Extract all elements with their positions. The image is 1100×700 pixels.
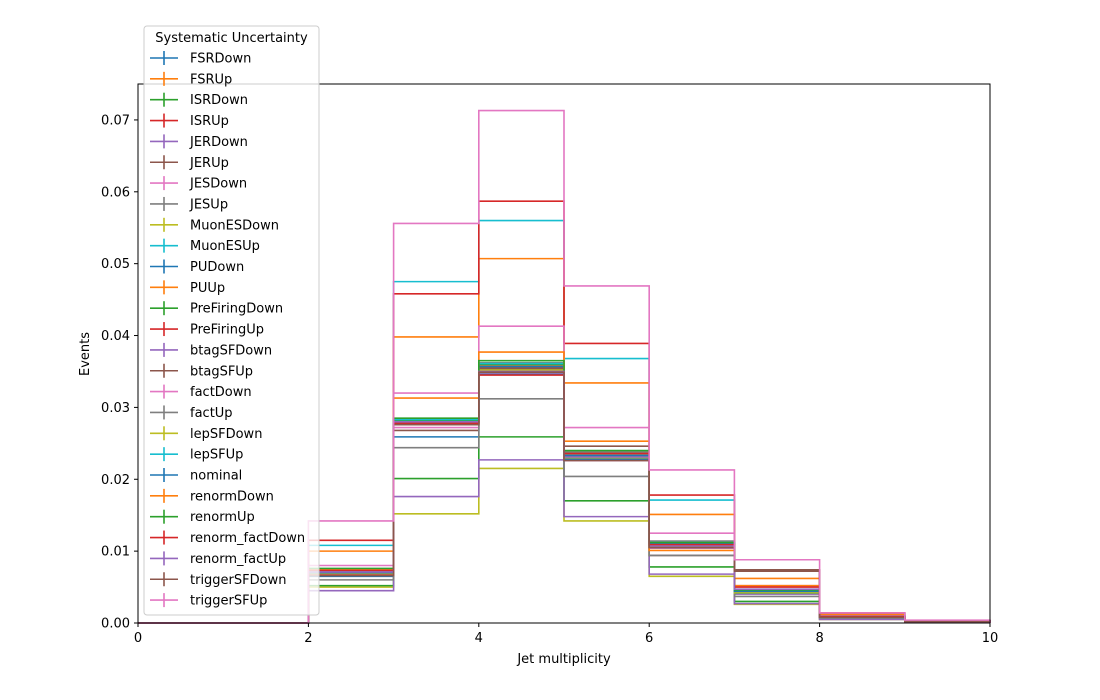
x-ticks: 0 2 4 6 8 10 xyxy=(134,623,998,646)
legend-title: Systematic Uncertainty xyxy=(155,31,308,46)
legend-entry-MuonESUp: MuonESUp xyxy=(150,238,260,254)
series-line-PUUp xyxy=(138,257,991,624)
legend-entry-ISRUp: ISRUp xyxy=(150,113,229,129)
legend-entry-renorm_factDown: renorm_factDown xyxy=(150,530,305,546)
legend-entry-renormUp: renormUp xyxy=(150,509,255,525)
y-tick-label: 0.04 xyxy=(101,329,130,344)
y-axis-label: Events xyxy=(78,332,93,376)
legend-entry-factUp: factUp xyxy=(150,405,233,421)
legend-label: ISRDown xyxy=(190,93,248,108)
legend-label: lepSFDown xyxy=(190,427,262,442)
x-tick-label: 2 xyxy=(304,631,312,646)
legend-entry-PreFiringUp: PreFiringUp xyxy=(150,322,264,338)
y-ticks: 0.00 0.01 0.02 0.03 0.04 0.05 0.06 0.07 xyxy=(101,113,138,632)
legend-label: factDown xyxy=(190,385,252,400)
x-tick-label: 10 xyxy=(982,631,999,646)
legend-entry-lepSFDown: lepSFDown xyxy=(150,426,262,442)
y-tick-label: 0.02 xyxy=(101,473,130,488)
legend-label: MuonESDown xyxy=(190,218,279,233)
legend-label: factUp xyxy=(190,406,233,421)
y-tick-label: 0.00 xyxy=(101,617,130,632)
y-tick-label: 0.06 xyxy=(101,185,130,200)
legend-entry-btagSFDown: btagSFDown xyxy=(150,342,272,358)
legend-label: JESDown xyxy=(189,177,247,192)
legend-label: lepSFUp xyxy=(190,448,243,463)
legend-entry-ISRDown: ISRDown xyxy=(150,92,248,108)
series-line-btagSFDown xyxy=(138,459,991,624)
legend-label: JESUp xyxy=(189,197,228,212)
legend: Systematic Uncertainty FSRDown FSRUp ISRDo… xyxy=(143,25,320,616)
series-line-triggerSFDown xyxy=(138,371,991,624)
legend-entry-btagSFUp: btagSFUp xyxy=(150,363,253,379)
legend-entry-JESDown: JESDown xyxy=(150,176,247,192)
y-tick-label: 0.01 xyxy=(101,545,130,560)
legend-entry-factDown: factDown xyxy=(150,384,252,400)
legend-entry-JERDown: JERDown xyxy=(150,134,248,150)
legend-label: triggerSFDown xyxy=(190,573,286,588)
x-tick-label: 4 xyxy=(475,631,483,646)
legend-label: renormDown xyxy=(190,489,274,504)
legend-entry-FSRUp: FSRUp xyxy=(150,71,232,87)
legend-entry-triggerSFUp: triggerSFUp xyxy=(150,593,267,609)
legend-entry-MuonESDown: MuonESDown xyxy=(150,217,279,233)
legend-entry-PUDown: PUDown xyxy=(150,259,244,275)
legend-label: triggerSFUp xyxy=(190,594,267,609)
legend-entry-lepSFUp: lepSFUp xyxy=(150,447,243,463)
legend-entry-JERUp: JERUp xyxy=(150,155,229,171)
legend-label: JERDown xyxy=(189,135,248,150)
legend-entry-FSRDown: FSRDown xyxy=(150,51,251,67)
legend-label: PUDown xyxy=(190,260,244,275)
legend-entry-PUUp: PUUp xyxy=(150,280,225,296)
legend-entries: FSRDown FSRUp ISRDown ISRUp JERDown JERUp JESD… xyxy=(150,51,305,609)
y-tick-label: 0.05 xyxy=(101,257,130,272)
legend-entry-renormDown: renormDown xyxy=(150,488,274,504)
series-layer xyxy=(138,109,991,624)
series-line-triggerSFUp xyxy=(138,109,991,624)
y-tick-label: 0.03 xyxy=(101,401,130,416)
legend-label: PUUp xyxy=(190,281,225,296)
x-tick-label: 6 xyxy=(645,631,653,646)
legend-label: renorm_factUp xyxy=(190,552,286,567)
legend-label: PreFiringUp xyxy=(190,323,264,338)
legend-entry-PreFiringDown: PreFiringDown xyxy=(150,301,283,317)
plot-border xyxy=(137,83,991,624)
legend-label: MuonESUp xyxy=(190,239,260,254)
x-tick-label: 8 xyxy=(815,631,823,646)
legend-entry-triggerSFDown: triggerSFDown xyxy=(150,572,286,588)
legend-label: renorm_factDown xyxy=(190,531,305,546)
legend-label: ISRUp xyxy=(190,114,229,129)
legend-label: PreFiringDown xyxy=(190,302,283,317)
legend-entry-renorm_factUp: renorm_factUp xyxy=(150,551,286,567)
legend-label: FSRDown xyxy=(190,52,251,67)
legend-entry-JESUp: JESUp xyxy=(150,196,228,212)
legend-label: renormUp xyxy=(190,510,255,525)
x-axis-label: Jet multiplicity xyxy=(516,652,611,667)
legend-label: btagSFDown xyxy=(190,343,272,358)
legend-entry-nominal: nominal xyxy=(150,468,242,484)
legend-label: nominal xyxy=(190,469,242,484)
legend-label: FSRUp xyxy=(190,72,232,87)
legend-box xyxy=(143,25,320,616)
legend-label: btagSFUp xyxy=(190,364,253,379)
legend-label: JERUp xyxy=(189,156,229,171)
x-tick-label: 0 xyxy=(134,631,142,646)
y-tick-label: 0.07 xyxy=(101,113,130,128)
